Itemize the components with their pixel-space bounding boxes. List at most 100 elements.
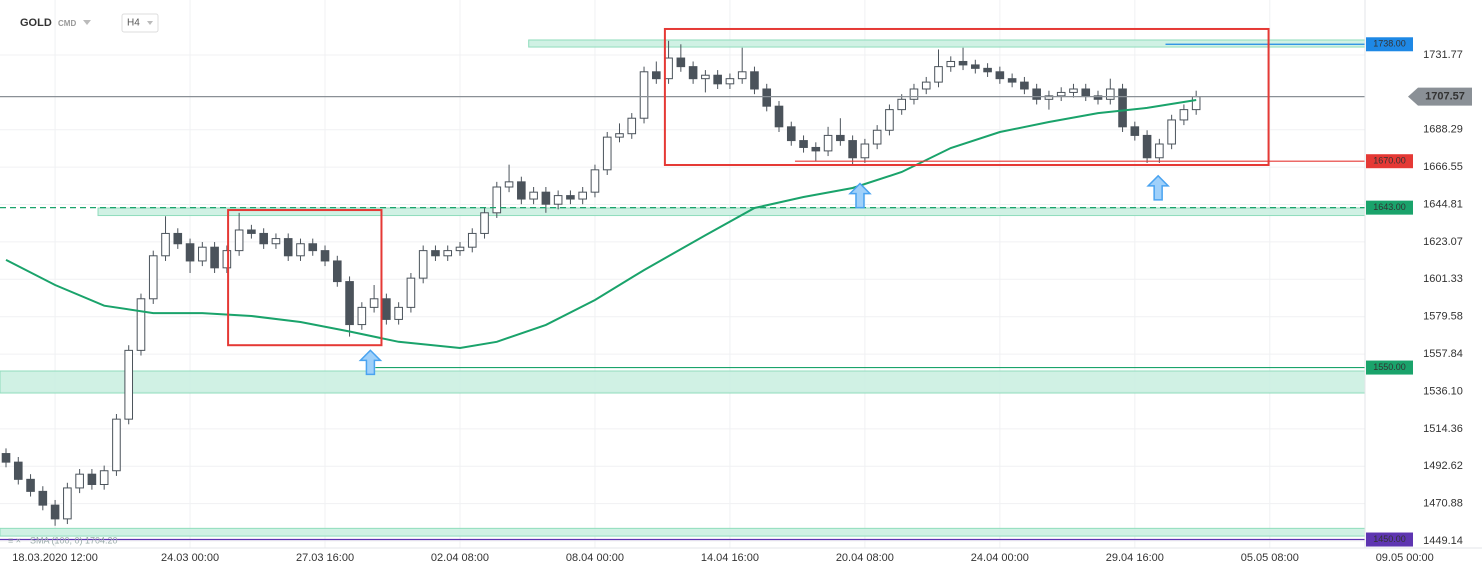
- level-zone: [0, 527, 1366, 537]
- candle-body: [1, 453, 11, 463]
- candle-body: [63, 487, 72, 520]
- candle-body: [1069, 88, 1078, 93]
- candle-body: [1179, 109, 1189, 121]
- candle-body: [958, 60, 968, 66]
- y-tick-label: 1731.77: [1423, 49, 1463, 61]
- candle-body: [848, 140, 857, 159]
- x-tick-label: 27.03 16:00: [296, 552, 354, 564]
- candle-body: [823, 134, 833, 152]
- candle-body: [590, 169, 600, 193]
- candle-body: [26, 478, 35, 492]
- candle-body: [492, 186, 502, 214]
- x-tick-label: 20.04 08:00: [836, 552, 894, 564]
- candle-body: [1032, 88, 1041, 100]
- candle-body: [406, 277, 416, 308]
- candle-body: [615, 133, 624, 138]
- candle-body: [602, 136, 612, 171]
- sma-line: [5, 99, 1197, 350]
- candle-body: [799, 140, 808, 148]
- candle-body: [1191, 96, 1201, 111]
- candle-body: [1044, 95, 1054, 100]
- candle-body: [1105, 88, 1115, 100]
- candle-body: [431, 250, 440, 257]
- candle-body: [1167, 119, 1176, 145]
- indicator-icon[interactable]: ≡ ×: [8, 535, 21, 545]
- candle-body: [75, 473, 84, 489]
- y-tick-label: 1492.62: [1423, 460, 1463, 472]
- candle-body: [382, 298, 391, 320]
- y-tick-label: 1601.33: [1423, 273, 1463, 285]
- candle-body: [701, 74, 710, 80]
- arrow-up: [358, 349, 383, 376]
- y-tick-label: 1644.81: [1423, 198, 1463, 210]
- overlays: [0, 27, 1365, 541]
- candle-body: [394, 306, 403, 320]
- level-zone: [0, 370, 1366, 394]
- dropdown-icon[interactable]: [83, 20, 91, 25]
- y-tick-label: 1623.07: [1423, 236, 1463, 248]
- candle-body: [811, 146, 821, 152]
- price-label-bg: [1408, 87, 1472, 106]
- y-tick-label: 1470.88: [1423, 498, 1463, 510]
- level-label: 1643.00: [1373, 202, 1406, 212]
- candle-body: [688, 66, 698, 80]
- candle-body: [713, 74, 722, 85]
- candle-body: [971, 64, 980, 69]
- candle-body: [13, 461, 23, 480]
- y-tick-label: 1536.10: [1423, 385, 1463, 397]
- price-label: 1707.57: [1425, 91, 1465, 103]
- candle-body: [467, 232, 477, 248]
- candle-body: [50, 504, 60, 520]
- x-tick-label: 09.05 00:00: [1376, 552, 1434, 564]
- candle-body: [124, 349, 134, 420]
- candle-body: [553, 195, 563, 205]
- candle-body: [1056, 91, 1066, 97]
- candle-body: [148, 255, 158, 300]
- candle-body: [161, 232, 170, 257]
- candle-body: [455, 246, 465, 252]
- x-tick-label: 24.04 00:00: [971, 552, 1029, 564]
- candle-body: [946, 60, 956, 68]
- indicator-label: SMA (100, 0) 1704.20: [30, 535, 118, 545]
- candle-body: [173, 232, 183, 245]
- candle-body: [921, 81, 931, 90]
- candle-body: [210, 246, 219, 269]
- candle-body: [885, 109, 894, 131]
- dropdown-icon: [147, 21, 153, 25]
- zones: [0, 39, 1366, 537]
- x-tick-label: 18.03.2020 12:00: [12, 552, 98, 564]
- candle-body: [627, 117, 637, 135]
- arrow-up: [848, 182, 872, 209]
- candle-body: [1081, 88, 1091, 97]
- candle-body: [774, 105, 784, 128]
- level-label-bg: [1366, 154, 1413, 169]
- candle-body: [529, 191, 538, 200]
- x-tick-label: 29.04 16:00: [1106, 552, 1164, 564]
- candle-body: [1118, 88, 1127, 128]
- candle-body: [308, 243, 318, 252]
- candle-body: [897, 98, 907, 111]
- interval-button[interactable]: [121, 13, 159, 33]
- candle-body: [345, 281, 354, 326]
- level-label-bg: [1366, 200, 1413, 215]
- candle-body: [664, 57, 673, 80]
- y-tick-label: 1449.14: [1423, 535, 1463, 547]
- candle-body: [872, 129, 882, 145]
- candle-body: [995, 71, 1005, 80]
- y-tick-label: 1557.84: [1423, 348, 1463, 360]
- candle-body: [198, 246, 207, 262]
- candle-body: [566, 195, 575, 200]
- x-tick-label: 02.04 08:00: [431, 552, 489, 564]
- range-box: [663, 27, 1270, 166]
- candle-body: [357, 306, 367, 326]
- level-label: 1550.00: [1373, 362, 1406, 372]
- range-box: [227, 209, 383, 347]
- candle-body: [737, 71, 747, 80]
- candle-body: [676, 57, 686, 68]
- candle-body: [283, 238, 293, 257]
- level-label-bg: [1366, 532, 1413, 547]
- candle-body: [517, 181, 526, 200]
- x-tick-label: 14.04 16:00: [701, 552, 759, 564]
- candle-body: [786, 126, 796, 142]
